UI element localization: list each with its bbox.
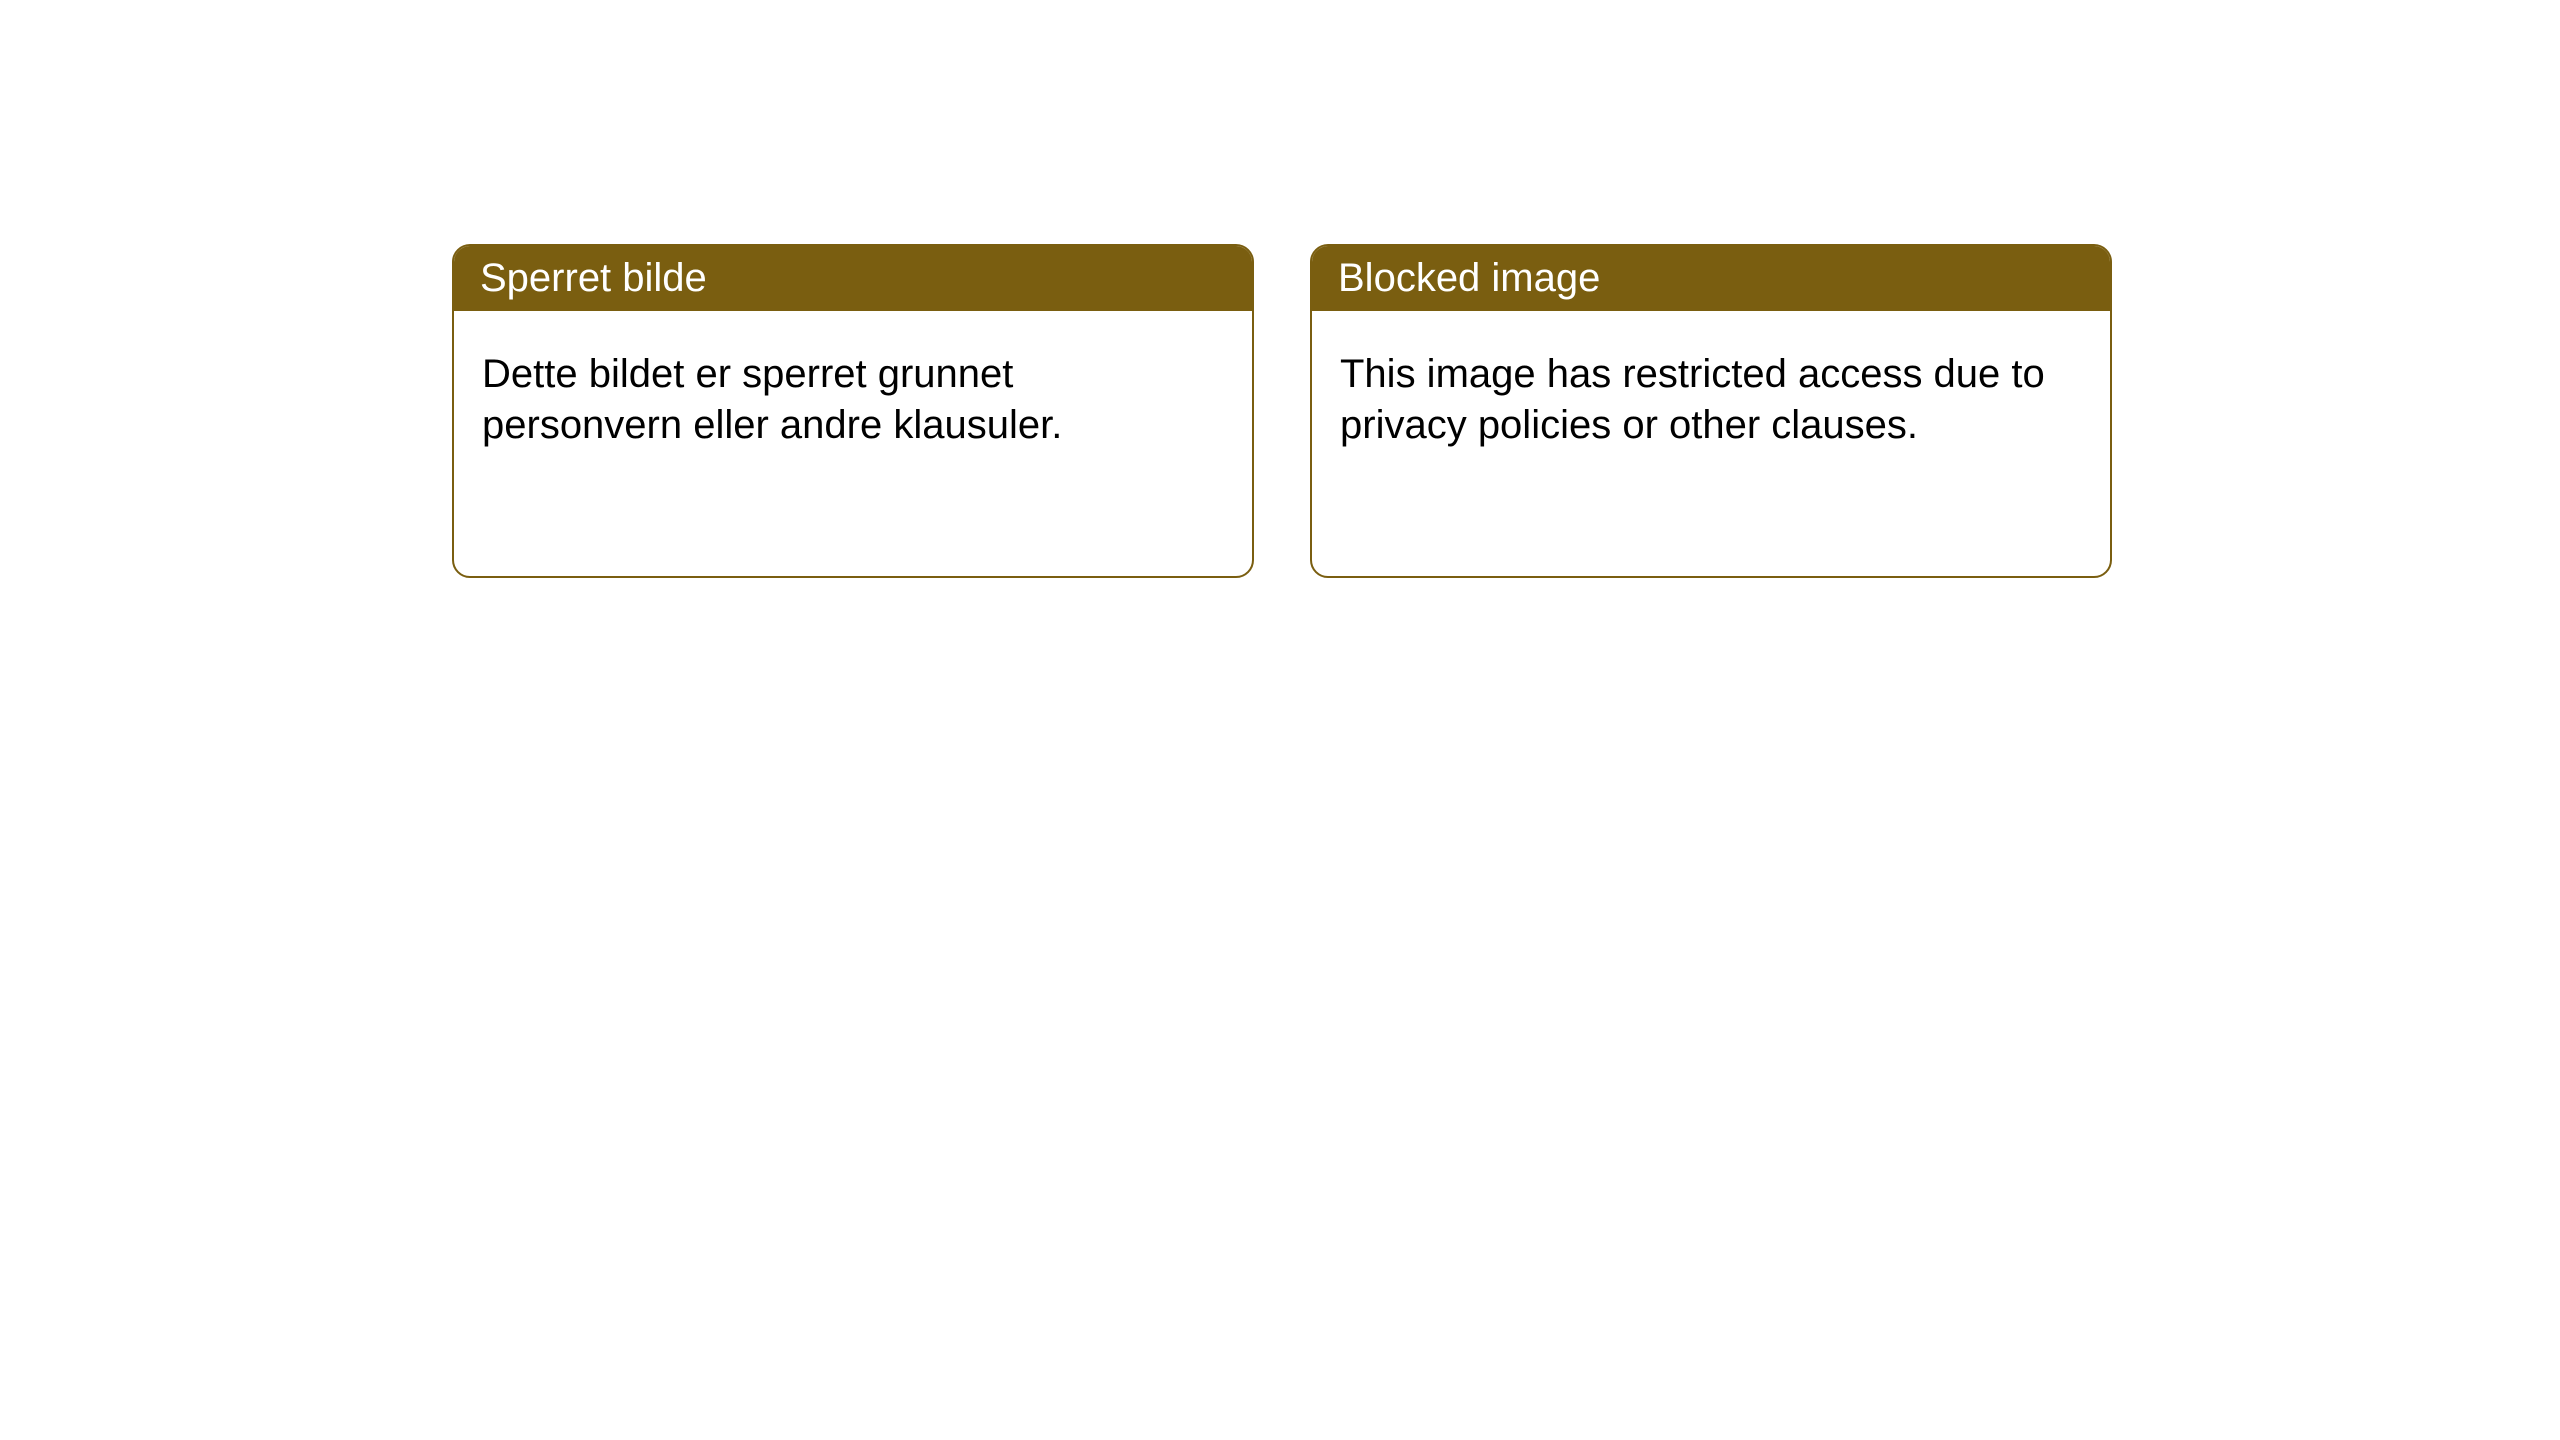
notice-card-body: This image has restricted access due to … <box>1312 311 2110 489</box>
notice-card-title: Sperret bilde <box>454 246 1252 311</box>
notice-card-body: Dette bildet er sperret grunnet personve… <box>454 311 1252 489</box>
notice-card-en: Blocked image This image has restricted … <box>1310 244 2112 578</box>
notice-card-title: Blocked image <box>1312 246 2110 311</box>
notice-container: Sperret bilde Dette bildet er sperret gr… <box>0 0 2560 578</box>
notice-card-no: Sperret bilde Dette bildet er sperret gr… <box>452 244 1254 578</box>
